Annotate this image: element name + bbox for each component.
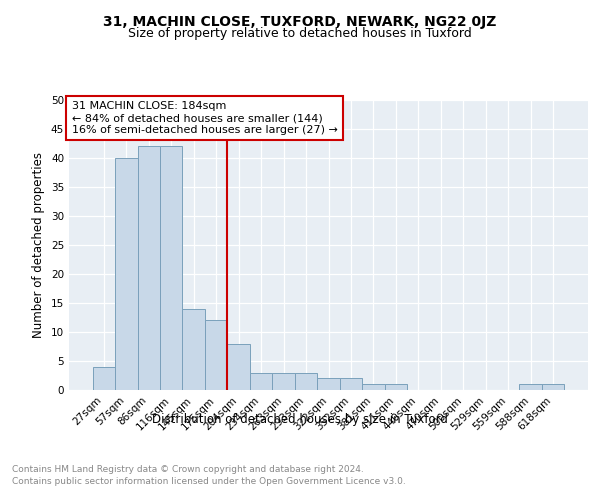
Bar (227, 344, 250, 390)
Bar (205, 320, 227, 390)
Text: Contains HM Land Registry data © Crown copyright and database right 2024.: Contains HM Land Registry data © Crown c… (12, 465, 364, 474)
Bar (295, 372, 317, 390)
Bar (137, 146, 160, 390)
Bar (250, 372, 272, 390)
Bar (115, 158, 137, 390)
Text: Size of property relative to detached houses in Tuxford: Size of property relative to detached ho… (128, 28, 472, 40)
Text: 31 MACHIN CLOSE: 184sqm
← 84% of detached houses are smaller (144)
16% of semi-d: 31 MACHIN CLOSE: 184sqm ← 84% of detache… (71, 102, 337, 134)
Bar (182, 309, 205, 390)
Text: Distribution of detached houses by size in Tuxford: Distribution of detached houses by size … (152, 412, 448, 426)
Bar (340, 378, 362, 390)
Bar (317, 378, 340, 390)
Y-axis label: Number of detached properties: Number of detached properties (32, 152, 46, 338)
Text: Contains public sector information licensed under the Open Government Licence v3: Contains public sector information licen… (12, 478, 406, 486)
Bar (92, 367, 115, 390)
Bar (362, 384, 385, 390)
Bar (160, 146, 182, 390)
Bar (520, 384, 542, 390)
Bar (385, 384, 407, 390)
Text: 31, MACHIN CLOSE, TUXFORD, NEWARK, NG22 0JZ: 31, MACHIN CLOSE, TUXFORD, NEWARK, NG22 … (103, 15, 497, 29)
Bar (272, 372, 295, 390)
Bar (542, 384, 565, 390)
